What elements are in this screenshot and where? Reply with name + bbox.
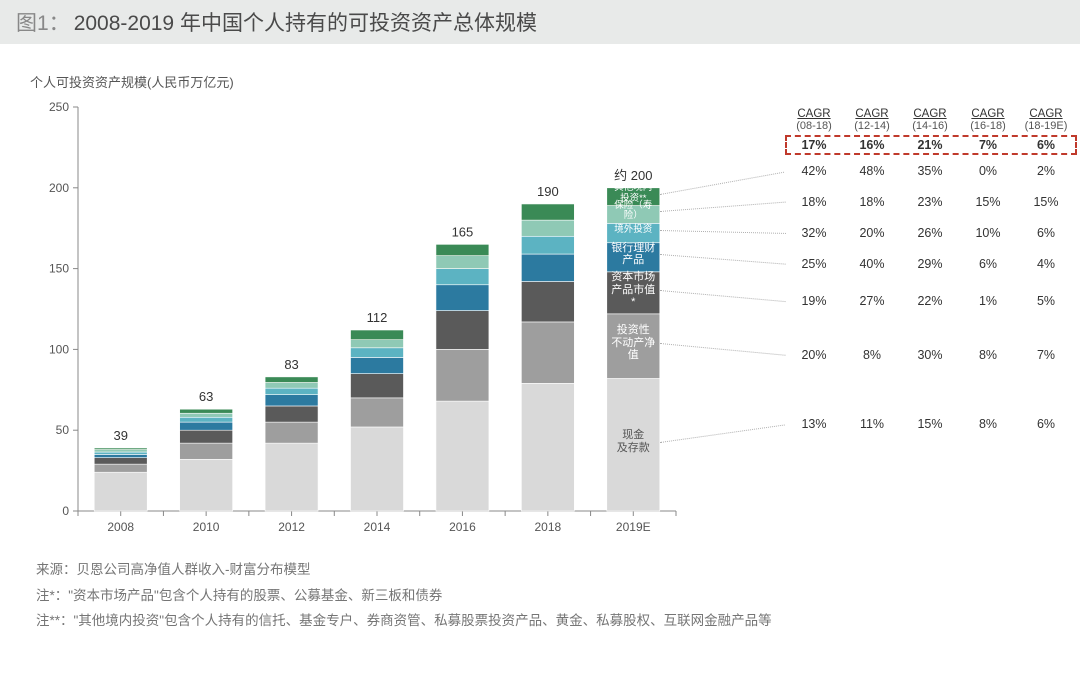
cagr-cell: 15% [960, 195, 1016, 209]
cagr-cell: 32% [786, 226, 842, 240]
cagr-row-bankwm: 25%40%29%6%4% [786, 257, 1076, 271]
cagr-row-overseas: 32%20%26%10%6% [786, 226, 1076, 240]
footnote-line: 来源：贝恩公司高净值人群收入-财富分布模型 [36, 557, 1080, 583]
cagr-cell: 8% [960, 348, 1016, 362]
figure-title: 2008-2019 年中国个人持有的可投资资产总体规模 [74, 7, 537, 37]
svg-text:63: 63 [199, 389, 213, 404]
cagr-cell: 10% [960, 226, 1016, 240]
legend-label-overseas: 境外投资 [607, 220, 660, 239]
cagr-header-row: CAGR(08-18)CAGR(12-14)CAGR(14-16)CAGR(16… [786, 108, 1076, 132]
cagr-cell: 25% [786, 257, 842, 271]
svg-text:2016: 2016 [449, 520, 476, 534]
svg-text:112: 112 [367, 310, 388, 325]
cagr-cell: 1% [960, 294, 1016, 308]
cagr-row-cash: 13%11%15%8%6% [786, 417, 1076, 431]
cagr-row-capmkt: 19%27%22%1%5% [786, 294, 1076, 308]
cagr-cell: 29% [902, 257, 958, 271]
cagr-cell: 21% [902, 138, 958, 152]
cagr-cell: 6% [960, 257, 1016, 271]
svg-text:2010: 2010 [193, 520, 220, 534]
footnote-line: 注*："资本市场产品"包含个人持有的股票、公募基金、新三板和债券 [36, 583, 1080, 609]
cagr-cell: 8% [844, 348, 900, 362]
footnotes: 来源：贝恩公司高净值人群收入-财富分布模型注*："资本市场产品"包含个人持有的股… [0, 541, 1080, 634]
cagr-row-insurance: 18%18%23%15%15% [786, 195, 1076, 209]
svg-text:约 200: 约 200 [614, 168, 652, 183]
cagr-header: CAGR(12-14) [844, 108, 900, 132]
svg-text:100: 100 [49, 342, 69, 356]
svg-text:2019E: 2019E [616, 520, 651, 534]
legend-label-other: 其他境内投资** [607, 185, 660, 203]
cagr-cell: 4% [1018, 257, 1074, 271]
cagr-cell: 11% [844, 417, 900, 431]
cagr-cell: 6% [1018, 138, 1074, 152]
cagr-cell: 23% [902, 195, 958, 209]
cagr-header: CAGR(18-19E) [1018, 108, 1074, 132]
legend-label-cash: 现金及存款 [607, 375, 660, 508]
cagr-cell: 15% [902, 417, 958, 431]
cagr-cell: 0% [960, 164, 1016, 178]
svg-text:50: 50 [56, 423, 70, 437]
svg-text:250: 250 [49, 101, 69, 114]
cagr-cell: 20% [844, 226, 900, 240]
legend-label-bankwm: 银行理财产品 [607, 240, 660, 269]
svg-text:2012: 2012 [278, 520, 305, 534]
cagr-cell: 6% [1018, 417, 1074, 431]
cagr-cell: 13% [786, 417, 842, 431]
cagr-cell: 27% [844, 294, 900, 308]
cagr-total-row: 17%16%21%7%6% [786, 136, 1076, 154]
cagr-row-other: 42%48%35%0%2% [786, 164, 1076, 178]
svg-text:83: 83 [284, 357, 298, 372]
cagr-row-realestate: 20%8%30%8%7% [786, 348, 1076, 362]
legend-label-capmkt: 资本市场产品市值* [607, 269, 660, 311]
chart-area: 个人可投资资产规模(人民币万亿元) 0501001502002502008392… [36, 72, 716, 541]
cagr-cell: 7% [1018, 348, 1074, 362]
cagr-cell: 5% [1018, 294, 1074, 308]
cagr-cell: 15% [1018, 195, 1074, 209]
cagr-header: CAGR(14-16) [902, 108, 958, 132]
svg-text:165: 165 [452, 224, 474, 239]
cagr-cell: 35% [902, 164, 958, 178]
footnote-line: 注**："其他境内投资"包含个人持有的信托、基金专户、券商资管、私募股票投资产品… [36, 608, 1080, 634]
cagr-cell: 42% [786, 164, 842, 178]
cagr-cell: 7% [960, 138, 1016, 152]
svg-text:200: 200 [49, 181, 69, 195]
svg-text:150: 150 [49, 262, 69, 276]
svg-text:190: 190 [537, 184, 559, 199]
svg-text:2018: 2018 [535, 520, 562, 534]
svg-text:0: 0 [62, 504, 69, 518]
legend-label-realestate: 投资性不动产净值 [607, 311, 660, 376]
cagr-cell: 30% [902, 348, 958, 362]
cagr-cell: 8% [960, 417, 1016, 431]
figure-number: 图1： [16, 7, 70, 37]
figure-title-bar: 图1： 2008-2019 年中国个人持有的可投资资产总体规模 [0, 0, 1080, 44]
cagr-header: CAGR(08-18) [786, 108, 842, 132]
cagr-cell: 18% [786, 195, 842, 209]
cagr-cell: 16% [844, 138, 900, 152]
y-axis-title: 个人可投资资产规模(人民币万亿元) [30, 72, 716, 91]
cagr-cell: 40% [844, 257, 900, 271]
cagr-cell: 20% [786, 348, 842, 362]
cagr-table: CAGR(08-18)CAGR(12-14)CAGR(14-16)CAGR(16… [716, 72, 1076, 541]
svg-text:2014: 2014 [364, 520, 391, 534]
cagr-cell: 17% [786, 138, 842, 152]
cagr-cell: 6% [1018, 226, 1074, 240]
svg-text:2008: 2008 [107, 520, 134, 534]
legend-label-insurance: 保险（寿险） [607, 203, 660, 221]
cagr-cell: 2% [1018, 164, 1074, 178]
cagr-cell: 22% [902, 294, 958, 308]
cagr-cell: 19% [786, 294, 842, 308]
cagr-cell: 48% [844, 164, 900, 178]
cagr-cell: 26% [902, 226, 958, 240]
cagr-body: 17%16%21%7%6%42%48%35%0%2%18%18%23%15%15… [716, 136, 1076, 431]
svg-text:39: 39 [113, 428, 127, 443]
cagr-cell: 18% [844, 195, 900, 209]
cagr-header: CAGR(16-18) [960, 108, 1016, 132]
